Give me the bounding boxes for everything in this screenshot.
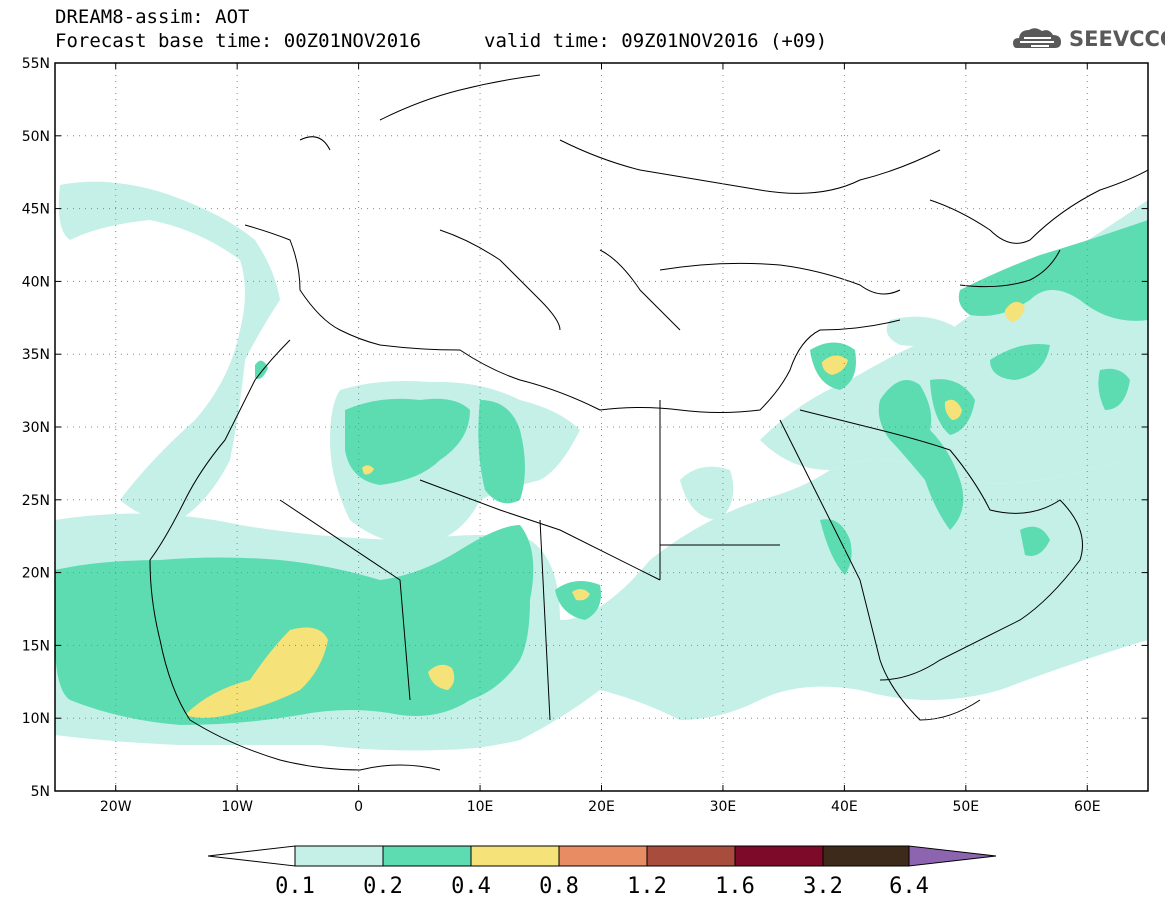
- lat-tick-label: 20N: [22, 566, 50, 582]
- colorbar-label-4: 0.8: [539, 874, 579, 899]
- lon-tick-label: 20W: [100, 799, 132, 815]
- colorbar-label-5: 1.2: [627, 874, 667, 899]
- colorbar-bin-6: [734, 845, 824, 867]
- lat-tick-label: 30N: [22, 420, 50, 436]
- colorbar-bin-3: [470, 845, 560, 867]
- lat-tick-label: 10N: [22, 711, 50, 727]
- lat-tick-label: 15N: [22, 638, 50, 654]
- colorbar-over-triangle: [908, 845, 997, 867]
- lat-tick-label: 50N: [22, 129, 50, 145]
- lat-tick-label: 40N: [22, 274, 50, 290]
- forecast-base-time: Forecast base time: 00Z01NOV2016: [55, 30, 422, 52]
- seevccc-logo: SEEVCCC: [1011, 22, 1165, 56]
- latitude-axis: 55N 50N 45N 40N 35N 30N 25N 20N 15N 10N 5N: [22, 56, 1148, 800]
- lon-tick-label: 60E: [1074, 799, 1101, 815]
- valid-time: valid time: 09Z01NOV2016 (+09): [484, 30, 828, 52]
- logo-text: SEEVCCC: [1069, 27, 1165, 51]
- colorbar-under-triangle: [207, 845, 296, 867]
- colorbar-bin-2: [382, 845, 472, 867]
- lat-tick-label: 45N: [22, 202, 50, 218]
- colorbar: 0.1 0.2 0.4 0.8 1.2 1.6 3.2 6.4: [207, 845, 997, 899]
- coastlines: [149, 74, 1148, 771]
- lon-tick-label: 0: [354, 799, 363, 815]
- lon-tick-label: 10W: [221, 799, 253, 815]
- aot-band-0.4: [185, 301, 1025, 718]
- lon-tick-label: 20E: [588, 799, 615, 815]
- cloud-icon: [1013, 28, 1061, 48]
- lon-tick-label: 30E: [710, 799, 737, 815]
- colorbar-bin-7: [822, 845, 910, 867]
- lon-tick-label: 40E: [831, 799, 858, 815]
- aot-band-0.2: [55, 220, 1148, 725]
- colorbar-bin-5: [646, 845, 736, 867]
- gridlines: [55, 63, 1148, 791]
- colorbar-bin-4: [558, 845, 648, 867]
- colorbar-bin-1: [294, 845, 384, 867]
- colorbar-label-3: 0.4: [451, 874, 491, 899]
- lat-tick-label: 35N: [22, 347, 50, 363]
- lon-tick-label: 10E: [467, 799, 494, 815]
- colorbar-label-7: 3.2: [803, 874, 843, 899]
- lon-tick-label: 50E: [952, 799, 979, 815]
- colorbar-label-2: 0.2: [363, 874, 403, 899]
- longitude-axis: 20W 10W 0 10E 20E 30E 40E 50E 60E: [100, 63, 1101, 815]
- map-title: DREAM8-assim: AOT: [55, 6, 250, 28]
- aot-shading: [55, 181, 1148, 751]
- lat-tick-label: 5N: [31, 784, 50, 800]
- lat-tick-label: 55N: [22, 56, 50, 72]
- colorbar-label-1: 0.1: [275, 874, 315, 899]
- lat-tick-label: 25N: [22, 493, 50, 509]
- colorbar-label-6: 1.6: [715, 874, 755, 899]
- colorbar-label-8: 6.4: [889, 874, 929, 899]
